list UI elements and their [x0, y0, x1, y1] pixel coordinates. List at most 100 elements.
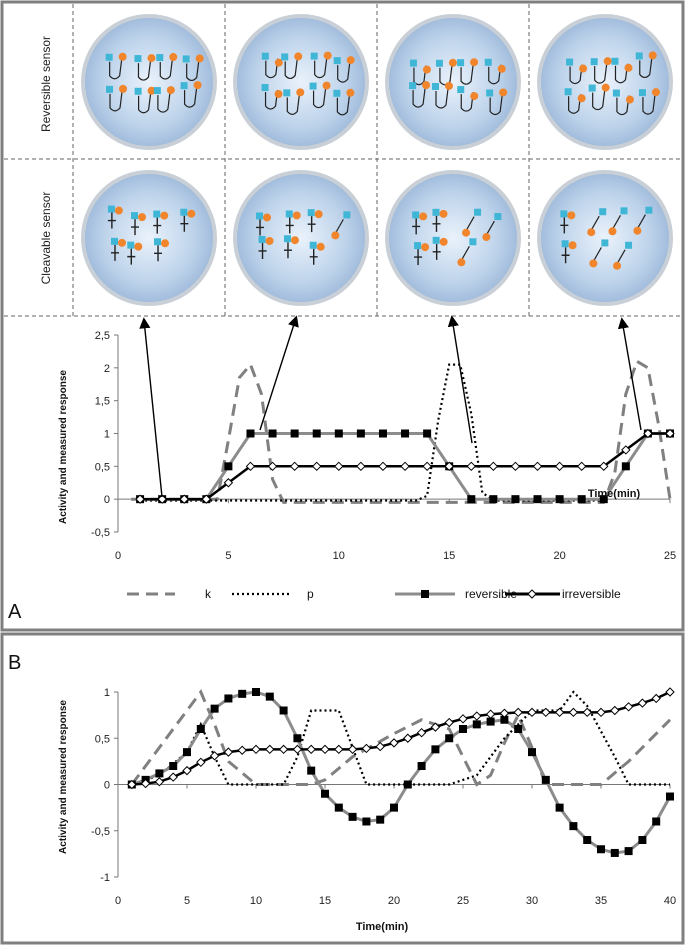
point-irreversible: [444, 461, 454, 472]
point-reversible: [224, 462, 233, 471]
point-irreversible: [610, 705, 620, 716]
point-irreversible: [430, 722, 441, 732]
point-reversible: [624, 847, 633, 856]
point-reversible: [569, 822, 578, 831]
point-irreversible: [532, 461, 543, 472]
point-irreversible: [196, 757, 206, 768]
row-label-cleavable: Cleavable sensor: [39, 192, 53, 285]
point-irreversible: [347, 744, 358, 755]
point-reversible: [293, 734, 302, 743]
arrow-1: [139, 317, 163, 498]
point-irreversible: [127, 779, 137, 790]
chart-b: -1-0,500,510 5 10 15 20 25 30 35 40 Time(min) Ac…: [58, 687, 676, 933]
x-tick-label: 30: [526, 895, 538, 907]
point-irreversible: [510, 461, 521, 472]
point-irreversible: [223, 747, 234, 757]
x-tick-label: 0: [115, 895, 121, 907]
point-reversible: [321, 789, 329, 798]
x-tick-label: 25: [664, 550, 676, 562]
point-irreversible: [554, 707, 565, 718]
series-line-p: [140, 363, 604, 502]
y-tick-label: 0,5: [95, 733, 110, 745]
point-irreversible: [135, 494, 145, 504]
y-tick-label: 2: [104, 363, 110, 375]
point-irreversible: [320, 744, 330, 755]
chart-a: -0,5 0 0,5 1 1,5 2 2,5 0 5 10 15 20 25 Time(min) Act…: [58, 330, 676, 562]
point-irreversible: [444, 717, 454, 728]
legend-label-irreversible: irreversible: [562, 587, 621, 601]
sensor-grid: Reversible sensor Cleavable sensor: [4, 4, 682, 317]
legend-label-p: p: [307, 587, 314, 601]
point-irreversible: [403, 733, 413, 743]
point-reversible: [472, 720, 481, 729]
x-tick-label: 15: [443, 550, 455, 562]
chart-a-legend: k p reversible irreversible: [127, 587, 621, 601]
point-reversible: [423, 429, 432, 438]
point-irreversible: [334, 461, 344, 472]
point-reversible: [169, 762, 178, 770]
sensor-disc: [233, 170, 369, 306]
point-irreversible: [278, 744, 289, 755]
point-irreversible: [596, 707, 606, 718]
x-tick-label: 10: [250, 895, 262, 907]
point-irreversible: [488, 461, 499, 472]
point-irreversible: [265, 744, 275, 755]
point-reversible: [431, 745, 440, 754]
point-irreversible: [576, 461, 587, 472]
point-reversible: [652, 817, 661, 826]
legend-label-reversible: reversible: [465, 587, 517, 601]
point-reversible: [183, 748, 191, 757]
y-tick-label: -1: [100, 872, 110, 884]
point-irreversible: [651, 693, 661, 704]
point-irreversible: [168, 772, 178, 782]
point-irreversible: [499, 708, 510, 718]
point-irreversible: [554, 461, 565, 472]
sensor-disc: [385, 14, 521, 150]
x-tick-label: 15: [319, 895, 331, 907]
point-reversible: [541, 775, 550, 784]
point-irreversible: [665, 687, 675, 697]
sensor-disc: [233, 14, 369, 150]
row-label-reversible: Reversible sensor: [39, 36, 53, 132]
y-tick-label: -0,5: [91, 527, 110, 539]
point-irreversible: [416, 727, 427, 738]
point-irreversible: [582, 707, 592, 718]
point-reversible: [577, 495, 586, 504]
point-reversible: [610, 848, 619, 857]
point-irreversible: [472, 711, 482, 721]
x-tick-label: 40: [664, 895, 676, 907]
point-irreversible: [513, 707, 523, 718]
y-tick-label: 0: [104, 494, 110, 506]
y-tick-label: 1: [104, 429, 110, 441]
legend-marker-reversible: [421, 590, 429, 598]
point-irreversible: [306, 744, 316, 755]
point-reversible: [597, 845, 605, 854]
x-tick-label: 20: [553, 550, 565, 562]
point-reversible: [621, 462, 630, 471]
point-reversible: [555, 495, 564, 504]
x-tick-label: 0: [115, 550, 121, 562]
point-irreversible: [541, 707, 551, 718]
point-irreversible: [375, 741, 385, 752]
chart-a-y-label: Activity and measured response: [58, 370, 69, 524]
point-irreversible: [245, 461, 256, 472]
point-irreversible: [237, 745, 247, 755]
point-irreversible: [361, 743, 372, 754]
point-irreversible: [485, 709, 496, 719]
chart-b-x-label: Time(min): [356, 921, 409, 933]
point-irreversible: [334, 744, 344, 755]
point-irreversible: [182, 765, 192, 776]
point-irreversible: [356, 461, 366, 472]
y-tick-label: 0: [104, 780, 110, 792]
point-irreversible: [623, 702, 634, 712]
panel-label-b: B: [8, 652, 21, 674]
point-reversible: [500, 715, 509, 724]
sensor-disc: [537, 14, 673, 150]
point-reversible: [390, 803, 398, 812]
point-irreversible: [312, 461, 322, 472]
point-reversible: [376, 815, 385, 824]
x-tick-label: 25: [457, 895, 469, 907]
point-reversible: [279, 706, 288, 715]
point-irreversible: [621, 445, 631, 455]
panel-a-frame: [0, 0, 685, 632]
